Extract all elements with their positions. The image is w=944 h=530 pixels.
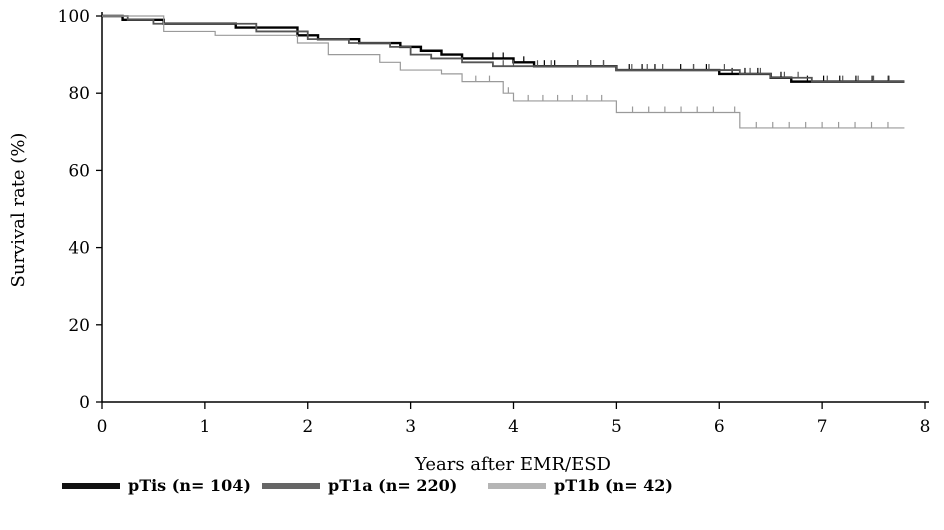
- y-tick-label: 60: [68, 161, 90, 181]
- x-tick-label: 7: [817, 417, 828, 437]
- legend-label-1: pTis (n= 104): [128, 476, 251, 495]
- x-tick-label: 3: [405, 417, 416, 437]
- legend-swatch-2: [262, 483, 320, 489]
- y-axis-title: Survival rate (%): [8, 133, 29, 288]
- x-tick-label: 0: [97, 417, 108, 437]
- legend-label-3: pT1b (n= 42): [554, 476, 673, 495]
- survival-curve-2: [102, 15, 905, 83]
- x-tick-label: 8: [920, 417, 931, 437]
- legend-swatch-1: [62, 483, 120, 489]
- legend-swatch-3: [488, 483, 546, 489]
- legend-label-2: pT1a (n= 220): [328, 476, 457, 495]
- x-tick-label: 4: [508, 417, 519, 437]
- y-tick-label: 100: [58, 7, 90, 27]
- y-tick-label: 80: [68, 84, 90, 104]
- survival-curve-3: [102, 15, 905, 129]
- x-tick-label: 1: [199, 417, 210, 437]
- x-tick-label: 6: [714, 417, 725, 437]
- y-tick-label: 40: [68, 239, 90, 259]
- y-tick-label: 0: [79, 393, 90, 413]
- x-tick-label: 5: [611, 417, 622, 437]
- x-axis-title: Years after EMR/ESD: [414, 454, 611, 475]
- y-tick-label: 20: [68, 316, 90, 336]
- x-tick-label: 2: [302, 417, 313, 437]
